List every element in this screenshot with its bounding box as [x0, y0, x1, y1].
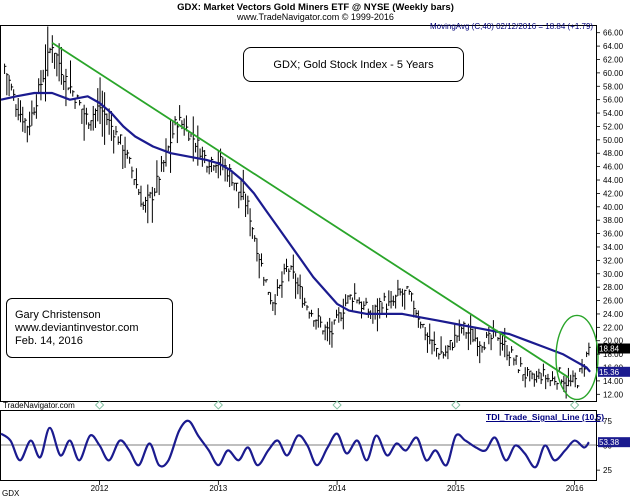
x-tick-label: 2012 [91, 484, 109, 493]
ma-value-tag-text: 15.36 [599, 368, 620, 377]
y-tick-label: 42.00 [603, 189, 624, 198]
breakout-highlight-circle [555, 314, 599, 401]
y-tick-label: 62.00 [603, 55, 624, 64]
ma-value-tag [598, 366, 630, 377]
y-tick-label: 36.00 [603, 230, 624, 239]
y-tick-label: 60.00 [603, 69, 624, 78]
x-tick-label: 2015 [447, 484, 465, 493]
y-tick-label: 64.00 [603, 42, 624, 51]
main-panel-frame [0, 25, 597, 402]
last-price-tag [598, 343, 630, 354]
y-tick-label: 22.00 [603, 323, 624, 332]
author-date: Feb. 14, 2016 [15, 335, 83, 347]
y-tick-label: 44.00 [603, 176, 624, 185]
tdi-signal-line [0, 419, 590, 469]
y-tick-label: 24.00 [603, 310, 624, 319]
year-diamond-marker [213, 400, 223, 410]
y-tick-label: 14.00 [603, 377, 624, 386]
year-diamond-marker [569, 400, 580, 410]
price-bars [4, 26, 591, 399]
y-tick-label: 20.00 [603, 337, 624, 346]
x-tick-label: 2013 [209, 484, 227, 493]
axis-layer: 12.0014.0016.0018.0020.0022.0024.0026.00… [91, 29, 630, 493]
osc-value-tag [598, 437, 630, 448]
downtrend-line [51, 41, 570, 379]
lower-panel-label: TDI_Trade_Signal_Line (10,5) [486, 412, 605, 422]
source-label: TradeNavigator.com [3, 401, 75, 410]
y-tick-label: 28.00 [603, 283, 624, 292]
osc-value-tag-text: 53.38 [599, 438, 620, 447]
osc-y-tick-label: 25 [603, 466, 612, 475]
chart-subtitle: www.TradeNavigator.com © 1999-2016 [237, 12, 394, 22]
y-tick-label: 58.00 [603, 82, 624, 91]
y-tick-label: 56.00 [603, 96, 624, 105]
y-tick-label: 18.00 [603, 350, 624, 359]
author-website: www.deviantinvestor.com [15, 322, 139, 334]
symbol-label: GDX [2, 489, 20, 498]
y-tick-label: 38.00 [603, 216, 624, 225]
y-tick-label: 50.00 [603, 136, 624, 145]
year-diamond-marker [332, 400, 342, 410]
author-name: Gary Christenson [15, 309, 101, 321]
y-tick-label: 30.00 [603, 270, 624, 279]
main-layer [0, 26, 599, 401]
x-tick-label: 2016 [566, 484, 584, 493]
y-tick-label: 46.00 [603, 163, 624, 172]
annotation-title-text: GDX; Gold Stock Index - 5 Years [273, 58, 434, 71]
y-tick-label: 34.00 [603, 243, 624, 252]
lower-layer [0, 419, 590, 469]
y-tick-label: 66.00 [603, 29, 624, 38]
year-diamond-marker [94, 400, 105, 410]
year-diamond-marker [451, 400, 461, 410]
y-tick-label: 52.00 [603, 122, 624, 131]
last-price-tag-text: 18.84 [599, 345, 620, 354]
y-tick-label: 26.00 [603, 297, 624, 306]
x-tick-label: 2014 [328, 484, 346, 493]
y-tick-label: 12.00 [603, 390, 624, 399]
chart-title: GDX: Market Vectors Gold Miners ETF @ NY… [177, 2, 454, 13]
y-tick-label: 40.00 [603, 203, 624, 212]
annotation-author-box: Gary Christenson www.deviantinvestor.com… [6, 298, 173, 358]
y-tick-label: 48.00 [603, 149, 624, 158]
y-tick-label: 32.00 [603, 256, 624, 265]
annotation-title-box: GDX; Gold Stock Index - 5 Years [243, 47, 464, 82]
indicator-label: MovingAvg (C,40) 02/12/2016 = 18.84 (+1.… [430, 22, 594, 31]
osc-y-tick-label: 75 [603, 417, 612, 426]
y-tick-label: 54.00 [603, 109, 624, 118]
